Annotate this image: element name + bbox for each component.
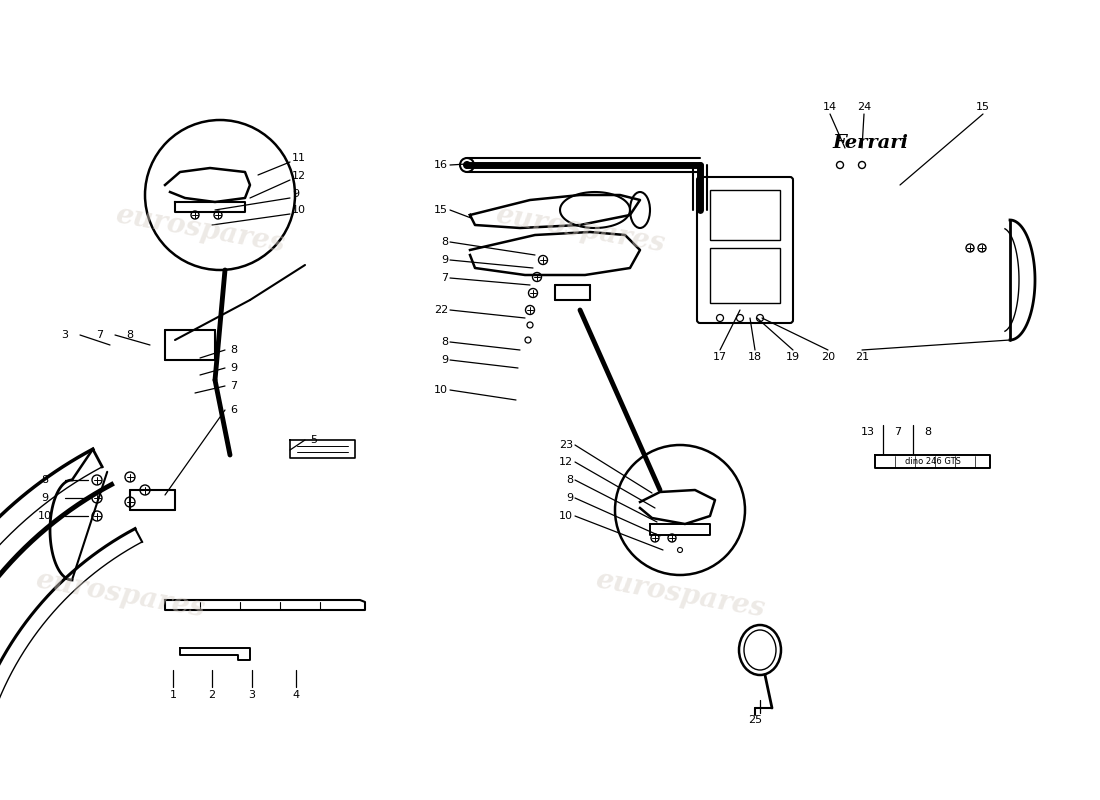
Text: 13: 13: [861, 427, 875, 437]
Text: 15: 15: [434, 205, 448, 215]
Text: 12: 12: [559, 457, 573, 467]
Text: 20: 20: [821, 352, 835, 362]
Text: 8: 8: [230, 345, 238, 355]
Bar: [710, 190, 780, 240]
Text: 25: 25: [748, 715, 762, 725]
Ellipse shape: [460, 158, 474, 172]
Text: 18: 18: [748, 352, 762, 362]
Ellipse shape: [463, 161, 471, 169]
Text: 9: 9: [292, 189, 299, 199]
Text: 7: 7: [894, 427, 902, 437]
Text: 7: 7: [230, 381, 238, 391]
Text: 2: 2: [208, 690, 216, 700]
Text: Ferrari: Ferrari: [832, 134, 908, 152]
Text: 22: 22: [433, 305, 448, 315]
Text: 11: 11: [292, 153, 306, 163]
Text: 8: 8: [441, 237, 448, 247]
Text: 10: 10: [39, 511, 52, 521]
Text: 21: 21: [855, 352, 869, 362]
Text: 10: 10: [559, 511, 573, 521]
Text: 7: 7: [441, 273, 448, 283]
Text: 6: 6: [230, 405, 236, 415]
Text: 5: 5: [310, 435, 317, 445]
Text: 8: 8: [42, 475, 48, 485]
Text: 9: 9: [441, 255, 448, 265]
Text: 7: 7: [97, 330, 103, 340]
Text: 3: 3: [62, 330, 68, 340]
Text: 24: 24: [857, 102, 871, 112]
Text: 8: 8: [565, 475, 573, 485]
Text: 9: 9: [441, 355, 448, 365]
Text: 10: 10: [434, 385, 448, 395]
Text: 19: 19: [785, 352, 800, 362]
Text: 3: 3: [249, 690, 255, 700]
Text: 8: 8: [924, 427, 932, 437]
Bar: [710, 248, 780, 303]
Text: 1: 1: [169, 690, 176, 700]
Text: 17: 17: [713, 352, 727, 362]
Text: 23: 23: [559, 440, 573, 450]
Text: 16: 16: [434, 160, 448, 170]
Text: 10: 10: [292, 205, 306, 215]
Text: 4: 4: [293, 690, 299, 700]
Text: eurospares: eurospares: [113, 202, 287, 258]
Text: 12: 12: [292, 171, 306, 181]
Text: 15: 15: [976, 102, 990, 112]
Text: 9: 9: [230, 363, 238, 373]
Text: 9: 9: [42, 493, 48, 503]
Text: 14: 14: [823, 102, 837, 112]
Text: eurospares: eurospares: [493, 202, 667, 258]
Text: 9: 9: [565, 493, 573, 503]
Text: eurospares: eurospares: [33, 566, 207, 623]
Text: eurospares: eurospares: [593, 566, 767, 623]
Text: dino 246 GTS: dino 246 GTS: [905, 457, 961, 466]
Text: 8: 8: [126, 330, 133, 340]
Text: 8: 8: [441, 337, 448, 347]
